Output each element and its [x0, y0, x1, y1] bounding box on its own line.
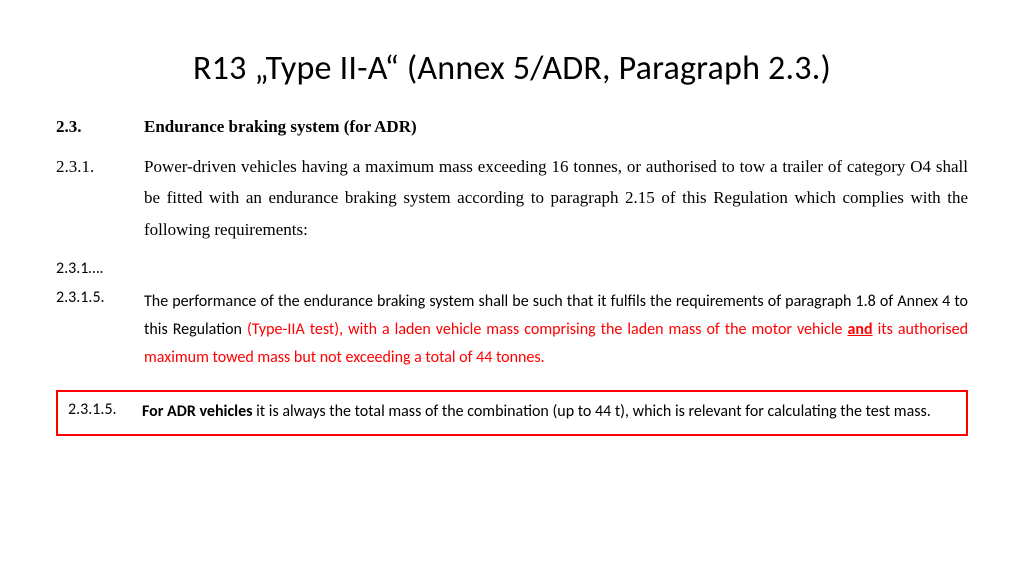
clause-231-ellipsis-row: 2.3.1…. [56, 259, 968, 278]
section-number: 2.3. [56, 117, 144, 137]
note-rest: it is always the total mass of the combi… [253, 402, 931, 421]
clause-2315-number: 2.3.1.5. [56, 288, 144, 372]
clause-2315-red1: (Type-IIA test), with a laden vehicle ma… [247, 320, 848, 339]
section-heading-row: 2.3. Endurance braking system (for ADR) [56, 117, 968, 137]
note-bold: For ADR vehicles [142, 402, 253, 421]
slide-title: R13 „Type II-A“ (Annex 5/ADR, Paragraph … [56, 48, 968, 89]
clause-2315-text: The performance of the endurance braking… [144, 288, 968, 372]
clause-231-row: 2.3.1. Power-driven vehicles having a ma… [56, 151, 968, 245]
clause-2315-and: and [847, 320, 872, 339]
note-text: For ADR vehicles it is always the total … [142, 400, 956, 423]
note-box: 2.3.1.5. For ADR vehicles it is always t… [56, 390, 968, 435]
clause-231-text: Power-driven vehicles having a maximum m… [144, 151, 968, 245]
clause-231-number: 2.3.1. [56, 151, 144, 245]
section-heading: Endurance braking system (for ADR) [144, 117, 968, 137]
note-number: 2.3.1.5. [68, 400, 142, 423]
clause-231-ellipsis: 2.3.1…. [56, 259, 144, 278]
clause-2315-row: 2.3.1.5. The performance of the enduranc… [56, 288, 968, 372]
